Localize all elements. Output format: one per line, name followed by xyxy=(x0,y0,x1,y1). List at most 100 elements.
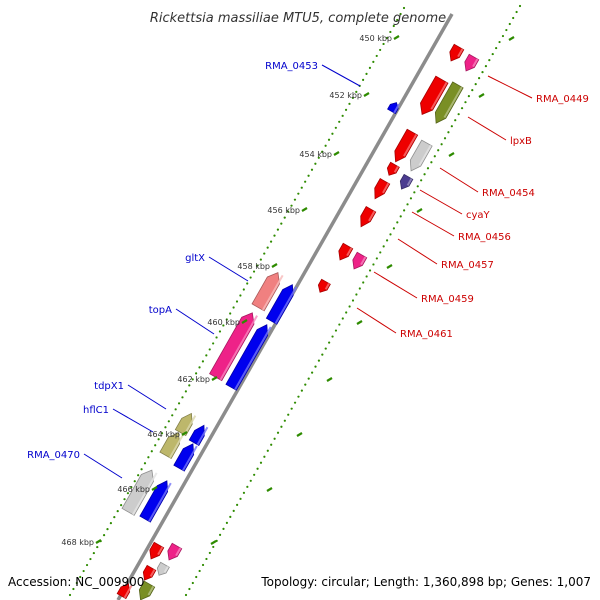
track-dot xyxy=(184,390,187,393)
gene-topa[interactable] xyxy=(225,324,272,391)
gene-label-rma-0457[interactable]: RMA_0457 xyxy=(441,260,494,271)
track-dot xyxy=(327,138,331,141)
track-dot xyxy=(147,456,150,459)
tick-label: 460 kbp xyxy=(207,318,240,327)
gene-label-cyay[interactable]: cyaY xyxy=(466,210,491,221)
gene-label-lpxb[interactable]: lpxB xyxy=(510,136,532,147)
gene-gltx-highlight xyxy=(274,286,298,324)
gene-rma-0449[interactable] xyxy=(464,53,480,72)
gene-label-rma-0470[interactable]: RMA_0470 xyxy=(27,450,80,461)
gene-lpxb-a[interactable] xyxy=(420,75,449,115)
gene-rma-0456[interactable] xyxy=(360,206,377,228)
gene-rma-0461-highlight xyxy=(324,283,330,290)
gene-lpxb-body xyxy=(434,81,464,124)
track-dot xyxy=(174,408,177,411)
gene-lpxb[interactable] xyxy=(434,81,464,124)
gene-lower-b[interactable] xyxy=(167,542,183,561)
gene-lower-f[interactable] xyxy=(116,583,133,600)
gene-rma-0449a[interactable] xyxy=(449,43,465,62)
gene-rma-0470[interactable] xyxy=(121,469,158,516)
gene-lower-e-highlight xyxy=(147,585,155,596)
gene-hflc1[interactable] xyxy=(159,432,184,460)
gene-label-rma-0456[interactable]: RMA_0456 xyxy=(458,232,511,243)
gene-lower-a[interactable] xyxy=(149,541,165,560)
track-dot xyxy=(266,246,269,249)
gene-rma-0453b[interactable] xyxy=(394,128,419,163)
track-dot xyxy=(454,119,457,122)
gene-rma-0457[interactable] xyxy=(338,242,354,261)
gene-cyay-body xyxy=(399,173,414,190)
gene-rma-0457-highlight xyxy=(346,247,353,257)
track-dot xyxy=(331,335,334,338)
track-dot xyxy=(140,468,143,471)
track-dot xyxy=(392,227,395,230)
gene-topa-highlight xyxy=(234,326,272,390)
gene-rma-0461[interactable] xyxy=(317,278,331,293)
gene-rma-0470-b[interactable] xyxy=(139,480,172,523)
track-dot xyxy=(157,438,160,441)
track-dot xyxy=(252,270,256,273)
gene-tdpx1-b[interactable] xyxy=(188,424,209,446)
gene-gltx[interactable] xyxy=(265,284,298,325)
track-dot xyxy=(385,36,389,40)
tick-mark xyxy=(448,152,455,157)
gene-lower-c[interactable] xyxy=(142,564,157,581)
track-dot xyxy=(368,66,372,69)
track-dot xyxy=(191,378,194,381)
gene-rma-0453[interactable] xyxy=(387,102,400,115)
track-dot xyxy=(324,144,327,147)
gene-label-rma-0459[interactable]: RMA_0459 xyxy=(421,294,474,305)
track-dot xyxy=(201,360,205,363)
track-dot xyxy=(478,77,481,80)
track-dot xyxy=(283,216,286,219)
gene-label-rma-0461[interactable]: RMA_0461 xyxy=(400,329,453,340)
gene-lower-d[interactable] xyxy=(156,561,170,576)
track-dot xyxy=(184,593,188,597)
gene-label-tdpx1[interactable]: tdpX1 xyxy=(94,381,124,392)
track-dot xyxy=(368,269,372,272)
gene-rma-0454[interactable] xyxy=(409,139,433,172)
tick-label: 450 kbp xyxy=(359,34,392,43)
track-dot xyxy=(154,444,157,447)
track-dot xyxy=(321,150,324,153)
track-dot xyxy=(416,185,419,188)
gene-label-rma-0449[interactable]: RMA_0449 xyxy=(536,94,589,105)
track-dot xyxy=(399,215,402,218)
gene-label-hflc1[interactable]: hflC1 xyxy=(83,405,109,416)
track-dot xyxy=(225,521,228,524)
track-dot xyxy=(212,545,215,549)
track-dot xyxy=(290,407,293,410)
gene-label-gltx[interactable]: gltX xyxy=(185,253,205,264)
tick-mark xyxy=(271,263,278,268)
gene-rma-0455[interactable] xyxy=(374,178,391,200)
track-dot xyxy=(396,221,399,224)
gene-cyay[interactable] xyxy=(399,173,414,190)
gene-hflc1-b[interactable] xyxy=(173,443,198,472)
gene-lower-e[interactable] xyxy=(138,580,156,600)
track-dot xyxy=(232,306,235,309)
gene-rma-0459[interactable] xyxy=(352,251,368,270)
track-dot xyxy=(491,52,494,56)
gene-gltx-a[interactable] xyxy=(251,272,284,312)
tick-mark xyxy=(95,539,102,544)
track-dot xyxy=(89,557,92,561)
track-dot xyxy=(96,545,99,549)
gene-label-rma-0454[interactable]: RMA_0454 xyxy=(482,188,535,199)
track-dot xyxy=(249,276,252,279)
tick-mark xyxy=(210,540,217,545)
inner-dotted-track xyxy=(184,4,522,597)
track-dot xyxy=(249,479,252,482)
track-dot xyxy=(215,336,218,339)
gene-label-rma-0453[interactable]: RMA_0453 xyxy=(265,61,318,72)
tick-label: 466 kbp xyxy=(117,485,150,494)
tick-mark xyxy=(241,319,248,324)
gene-label-topa[interactable]: topA xyxy=(149,305,172,316)
gene-lower-b-body xyxy=(167,542,183,561)
gene-rma-0470-b-highlight xyxy=(148,482,172,522)
callout-line xyxy=(439,167,479,193)
gene-small-a[interactable] xyxy=(386,161,400,176)
track-dot xyxy=(518,4,522,8)
map-title: Rickettsia massiliae MTU5, complete geno… xyxy=(150,11,446,26)
track-dot xyxy=(290,204,293,207)
